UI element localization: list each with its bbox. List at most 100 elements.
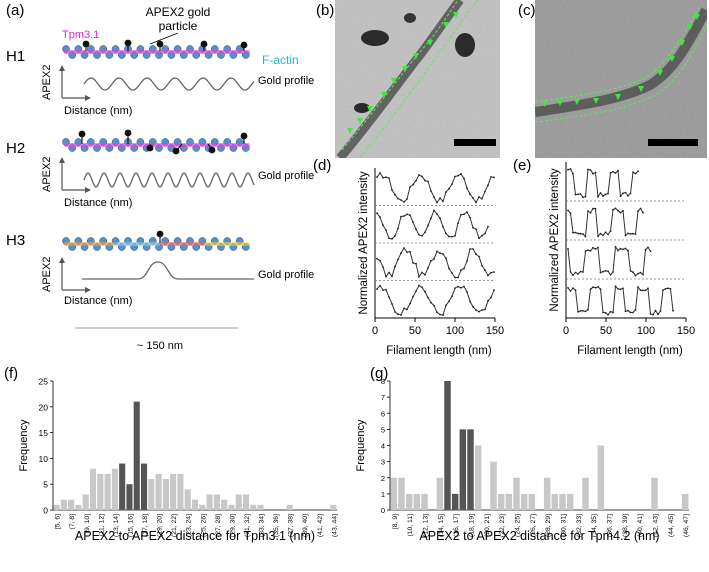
trace-point	[391, 189, 393, 191]
apex2-marker	[694, 14, 700, 20]
trace-point	[427, 267, 429, 269]
trace-point	[463, 285, 465, 288]
trace-point	[654, 309, 657, 312]
trace-point	[412, 262, 414, 264]
histogram-bar	[330, 504, 337, 510]
y-tick-label: 1	[381, 490, 385, 499]
y-tick-label: 10	[39, 454, 49, 464]
trace-point	[569, 168, 572, 170]
trace-point	[607, 270, 609, 273]
apex2-marker	[367, 106, 373, 112]
tropomyosin-strand	[64, 242, 115, 246]
histogram-bar	[451, 493, 459, 510]
x-tick-label: (29, 30]	[229, 514, 236, 537]
trace-point	[490, 296, 492, 299]
trace-point	[584, 250, 587, 253]
x-tick-label: (40, 41]	[637, 514, 644, 537]
trace-point	[587, 308, 589, 311]
trace-point	[469, 193, 471, 196]
x-tick-label: (24, 25]	[515, 514, 522, 537]
trace-point	[445, 257, 447, 260]
apex2-marker	[574, 99, 580, 105]
y-tick-label: 6	[381, 409, 385, 418]
gold-profile-label-h1: Gold profile	[258, 75, 314, 87]
x-tick-label: (26, 27]	[530, 514, 537, 537]
trace-point	[622, 248, 624, 251]
apex2-marker	[557, 100, 563, 106]
trace-point	[594, 248, 597, 250]
histogram-bar	[75, 504, 82, 510]
trace-point	[579, 310, 582, 312]
trace-point	[592, 246, 594, 249]
trace-point	[382, 289, 384, 291]
trace-point	[418, 233, 420, 236]
trace-point	[644, 289, 647, 292]
trace-point	[612, 311, 614, 314]
trace-point	[629, 233, 632, 235]
trace-point	[619, 247, 622, 250]
trace-point	[466, 291, 468, 293]
histogram-bar	[543, 477, 551, 510]
panel-g-histogram: 0 1 2 3 4 5 6 7 8 Frequency [8, 9] (10, 11] (12, 13]…	[355, 377, 690, 543]
gold-particle	[78, 130, 86, 138]
trace-point	[584, 195, 587, 198]
panel-label-b: (b)	[316, 2, 334, 19]
trace-point	[567, 287, 569, 289]
trace-point	[400, 314, 402, 316]
trace-point	[577, 311, 579, 313]
trace-point	[637, 170, 639, 173]
trace-point	[669, 288, 672, 290]
trace-point	[478, 196, 480, 198]
trace-point	[609, 172, 612, 174]
scale-bar-b	[454, 139, 496, 146]
trace-point	[484, 190, 486, 193]
trace-point	[442, 200, 444, 203]
profile-ylabel-h3: APEX2	[41, 257, 53, 292]
trace-point	[604, 231, 607, 234]
trace-point	[567, 248, 569, 250]
x-tick-label: (10, 11]	[407, 514, 414, 537]
tropomyosin-strand	[205, 242, 250, 246]
trace-point	[439, 197, 441, 200]
trace-point	[463, 267, 465, 270]
trace-point	[624, 247, 627, 250]
histogram-bar	[184, 489, 191, 510]
trace-point	[391, 303, 393, 305]
x-tick-label: (22, 23]	[499, 514, 506, 537]
trace-point	[469, 216, 471, 219]
x-tick-label: (25, 26]	[200, 514, 207, 537]
trace-point	[597, 235, 599, 238]
x-tick-label: 50	[409, 325, 421, 337]
trace-point	[634, 274, 637, 277]
trace-point	[388, 296, 390, 298]
x-tick-label: (46, 47]	[683, 514, 690, 537]
histogram-bar	[206, 494, 213, 510]
histogram-bar	[398, 477, 405, 510]
y-tick-label: 3	[381, 458, 385, 467]
trace-point	[484, 232, 486, 235]
trace-point	[607, 192, 609, 195]
trace-point	[418, 275, 420, 278]
y-axis-label: Normalized APEX2 intensity	[358, 171, 370, 314]
trace-point	[594, 207, 597, 210]
trace-point	[442, 225, 444, 228]
trace-point	[424, 273, 426, 276]
histogram-bar	[413, 493, 421, 510]
trace-point	[642, 273, 644, 276]
trace-point	[490, 271, 492, 274]
panel-f-histogram: 0 5 10 15 20 25 Frequency [5, 6] (7, 8] (9, 10] (1…	[18, 377, 338, 544]
x-tick-label: (44, 45]	[668, 514, 675, 537]
trace-point	[572, 287, 574, 289]
trace-point	[609, 273, 612, 276]
y-tick-label: 8	[381, 377, 385, 386]
trace-point	[433, 196, 435, 199]
apex2-marker	[427, 40, 433, 46]
histogram-bar	[148, 479, 155, 510]
trace-point	[599, 192, 602, 194]
trace-point	[627, 249, 629, 252]
y-tick-label: 15	[39, 428, 49, 438]
trace-point	[448, 300, 450, 303]
x-tick-label: (34, 35]	[591, 514, 598, 537]
trace-point	[454, 276, 456, 279]
